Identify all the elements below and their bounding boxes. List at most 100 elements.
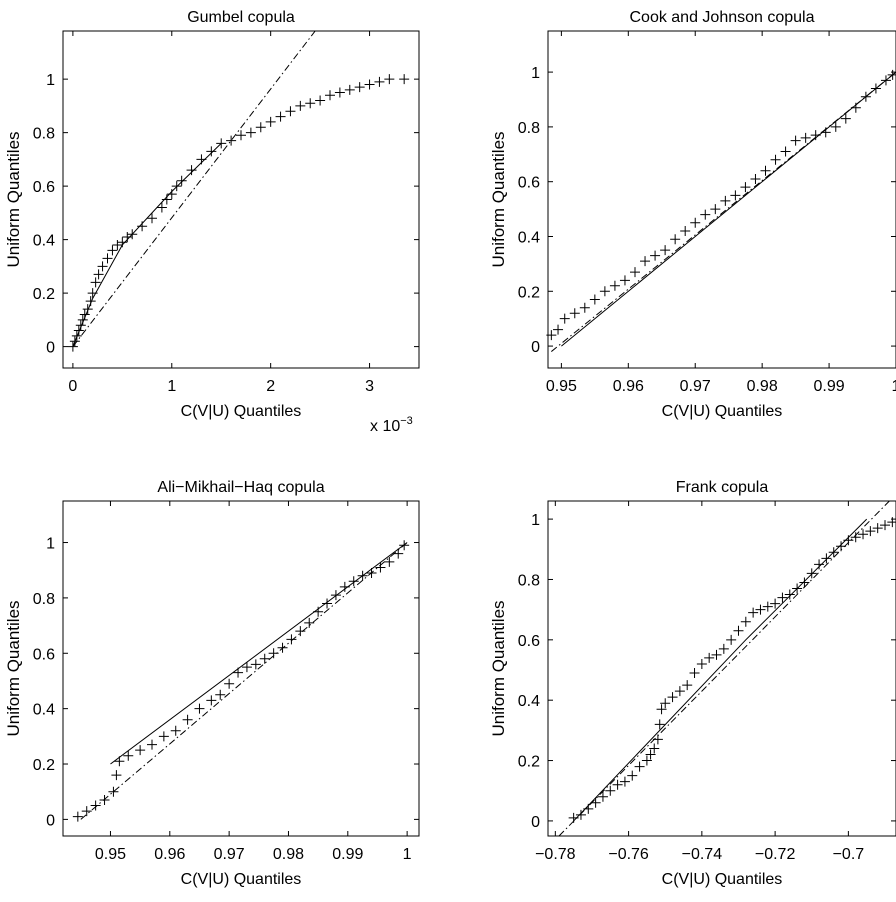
- amh-reference-line: [80, 542, 408, 820]
- frank-data-point: [865, 526, 876, 537]
- cook-johnson-data-point: [660, 245, 671, 256]
- amh-data-point: [366, 567, 377, 578]
- cook-johnson-data-point: [870, 83, 881, 94]
- amh-data-point: [158, 731, 169, 742]
- frank-data-point: [733, 625, 744, 636]
- amh-data-point: [259, 653, 270, 664]
- frank-data-point: [634, 761, 645, 772]
- cook-johnson-y-tick-label: 0.8: [518, 120, 540, 137]
- amh-data-point: [108, 786, 119, 797]
- amh-data-point: [322, 598, 333, 609]
- frank-data-point: [641, 755, 652, 766]
- gumbel-data-point: [334, 87, 345, 98]
- cook-johnson-data-point: [740, 182, 751, 193]
- cook-johnson-data-point: [760, 165, 771, 176]
- gumbel-panel: 0 1 2 3 0 0.2 0.4 0.6 0.8 1 Gumbel copula C(V|U) Qu…: [4, 9, 420, 435]
- amh-data-point: [393, 548, 404, 559]
- amh-data-point: [206, 695, 217, 706]
- frank-data-point: [718, 643, 729, 654]
- gumbel-data-point: [87, 288, 98, 299]
- amh-data-point: [286, 634, 297, 645]
- gumbel-x-exponent-power: −3: [400, 415, 413, 427]
- amh-data-point: [111, 770, 122, 781]
- cook-johnson-data-point: [630, 267, 640, 278]
- cook-johnson-reference-line: [551, 71, 896, 352]
- amh-data-point: [295, 626, 306, 637]
- frank-data-point: [619, 776, 630, 787]
- gumbel-data-point: [75, 320, 86, 331]
- amh-y-tick-label: 1: [46, 536, 55, 553]
- cook-johnson-data-point: [790, 135, 801, 146]
- amh-axes-box: [62, 500, 420, 837]
- gumbel-data-point: [77, 314, 88, 325]
- frank-data-point: [583, 803, 594, 814]
- frank-data-point: [858, 529, 869, 540]
- cook-johnson-data-point: [710, 204, 721, 215]
- frank-y-tick-label: 0.8: [518, 572, 540, 589]
- frank-data-point: [777, 592, 788, 603]
- cook-johnson-x-tick-label: 0.95: [546, 378, 577, 395]
- frank-data-point: [689, 668, 700, 679]
- gumbel-x-tick-label: 0: [68, 378, 77, 395]
- amh-y-tick-label: 0: [46, 812, 55, 829]
- cook-johnson-data-point: [770, 154, 781, 165]
- gumbel-y-tick-label: 0.6: [33, 179, 55, 196]
- amh-data-point: [182, 714, 193, 725]
- amh-data-point: [304, 617, 315, 628]
- cook-johnson-data-point: [750, 173, 761, 184]
- gumbel-data-point: [127, 229, 138, 240]
- gumbel-data-point: [236, 130, 246, 141]
- frank-y-label: Uniform Quantiles: [489, 600, 508, 736]
- gumbel-reference-line: [72, 31, 316, 347]
- amh-x-tick-label: 0.97: [214, 846, 245, 863]
- cook-johnson-data-point: [700, 209, 711, 220]
- frank-data-point: [843, 535, 854, 546]
- frank-x-label: C(V|U) Quantiles: [662, 871, 783, 888]
- amh-panel: 0.95 0.96 0.97 0.98 0.99 1 0 0.2 0.4 0.6 0.8 1 Ali−M…: [4, 479, 420, 888]
- cook-johnson-data-point: [730, 190, 741, 201]
- amh-data-point: [215, 689, 226, 700]
- amh-x-tick-label: 0.98: [273, 846, 304, 863]
- frank-data-point: [660, 698, 671, 709]
- frank-y-tick-label: 0.6: [518, 633, 540, 650]
- amh-data-point: [399, 540, 410, 551]
- frank-data-point: [762, 601, 773, 612]
- cook-johnson-data-point: [820, 127, 831, 138]
- amh-data-point: [313, 606, 324, 617]
- cook-johnson-data-point: [850, 102, 861, 113]
- cook-johnson-data-point: [880, 75, 891, 86]
- gumbel-data-point: [226, 135, 237, 146]
- gumbel-data-point: [295, 100, 306, 111]
- frank-data-point: [696, 658, 707, 669]
- amh-data-point: [250, 659, 261, 670]
- frank-data-point: [711, 649, 722, 660]
- gumbel-y-tick-label: 0.2: [33, 286, 55, 303]
- frank-data-point: [568, 812, 579, 823]
- amh-x-tick-label: 0.99: [332, 846, 363, 863]
- gumbel-data-point: [216, 138, 227, 149]
- cook-johnson-x-tick-label: 0.97: [680, 378, 711, 395]
- gumbel-title: Gumbel copula: [187, 9, 295, 26]
- amh-x-label: C(V|U) Quantiles: [181, 871, 302, 888]
- amh-y-tick-label: 0.4: [33, 702, 55, 719]
- amh-data-point: [277, 642, 288, 653]
- gumbel-data-point: [107, 245, 118, 256]
- frank-data-point: [836, 541, 847, 552]
- frank-data-point: [850, 532, 861, 543]
- gumbel-y-label: Uniform Quantiles: [4, 131, 23, 267]
- gumbel-data-point: [79, 309, 90, 320]
- amh-x-tick-label: 1: [403, 846, 412, 863]
- frank-data-point: [880, 520, 891, 531]
- amh-data-point: [339, 581, 350, 592]
- cook-johnson-x-tick-label: 1: [892, 378, 896, 395]
- cook-johnson-x-label: C(V|U) Quantiles: [662, 403, 783, 420]
- amh-y-tick-label: 0.8: [33, 591, 55, 608]
- cook-johnson-x-tick-label: 0.96: [613, 378, 644, 395]
- frank-data-point: [605, 785, 616, 796]
- amh-x-tick-label: 0.96: [154, 846, 185, 863]
- frank-data-point: [652, 734, 663, 745]
- amh-y-tick-label: 0.6: [33, 646, 55, 663]
- gumbel-data-point: [171, 181, 182, 192]
- gumbel-x-tick-label: 3: [365, 378, 374, 395]
- gumbel-data-point: [176, 175, 187, 186]
